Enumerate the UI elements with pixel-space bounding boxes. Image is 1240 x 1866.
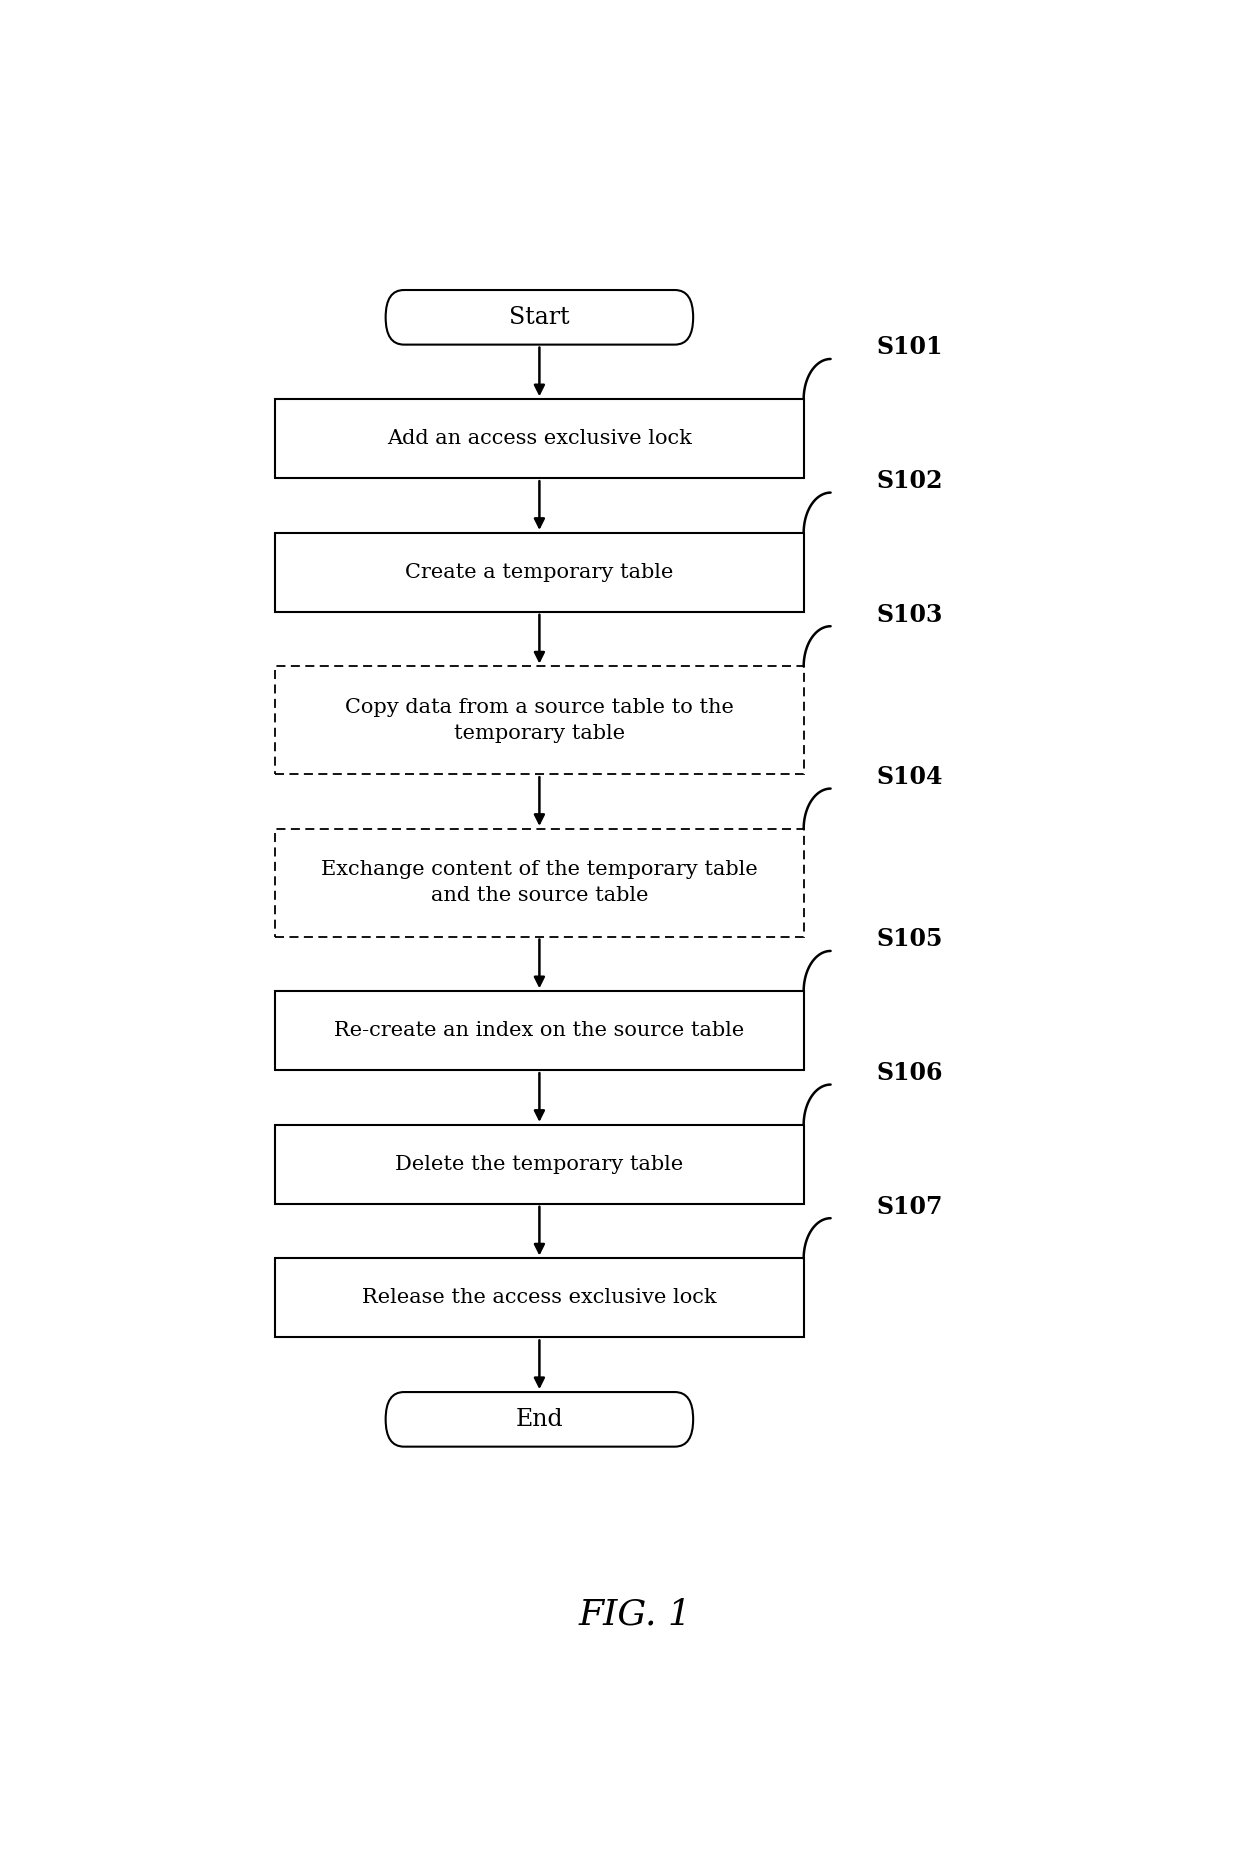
Text: Re-create an index on the source table: Re-create an index on the source table: [335, 1021, 744, 1039]
Text: S105: S105: [877, 927, 944, 952]
Bar: [275, 1125, 804, 1204]
Text: Start: Start: [510, 306, 569, 328]
Text: FIG. 1: FIG. 1: [579, 1597, 692, 1631]
Text: S101: S101: [877, 336, 944, 360]
Text: Copy data from a source table to the
temporary table: Copy data from a source table to the tem…: [345, 698, 734, 743]
Text: Create a temporary table: Create a temporary table: [405, 564, 673, 582]
Text: End: End: [516, 1407, 563, 1431]
Bar: [275, 829, 804, 937]
Text: S103: S103: [877, 603, 944, 627]
Text: S107: S107: [877, 1194, 944, 1218]
Text: S104: S104: [877, 765, 944, 789]
Bar: [275, 534, 804, 612]
FancyBboxPatch shape: [386, 1392, 693, 1446]
Text: Exchange content of the temporary table
and the source table: Exchange content of the temporary table …: [321, 860, 758, 905]
FancyBboxPatch shape: [386, 289, 693, 345]
Text: Release the access exclusive lock: Release the access exclusive lock: [362, 1288, 717, 1308]
Bar: [275, 1258, 804, 1338]
Bar: [275, 399, 804, 478]
Text: Add an access exclusive lock: Add an access exclusive lock: [387, 429, 692, 448]
Text: S106: S106: [877, 1062, 944, 1086]
Bar: [275, 991, 804, 1071]
Text: Delete the temporary table: Delete the temporary table: [396, 1155, 683, 1174]
Bar: [275, 666, 804, 774]
Text: S102: S102: [877, 468, 944, 493]
